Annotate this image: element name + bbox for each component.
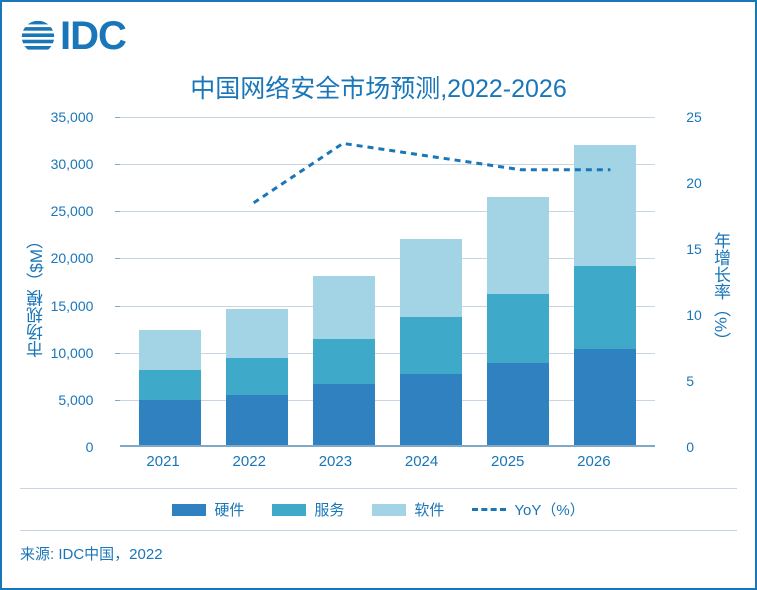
x-tick: 2022 <box>218 453 280 470</box>
legend-yoy: YoY（%） <box>472 499 584 520</box>
x-tick: 2021 <box>132 453 194 470</box>
bar-seg-服务 <box>139 370 201 400</box>
bar-group <box>120 117 655 445</box>
bar-2024 <box>400 239 462 445</box>
bar-seg-服务 <box>226 358 288 395</box>
x-axis: 2021 2022 2023 2024 2025 2026 <box>20 447 737 470</box>
bar-2025 <box>487 197 549 445</box>
bar-seg-服务 <box>400 317 462 375</box>
bar-seg-服务 <box>574 266 636 349</box>
x-tick: 2026 <box>563 453 625 470</box>
idc-logo: IDC <box>20 14 737 59</box>
bar-seg-硬件 <box>139 400 201 445</box>
y-axis-right-label: 年增长率（%） <box>708 232 733 349</box>
idc-logo-icon <box>20 19 56 55</box>
bar-seg-硬件 <box>226 395 288 445</box>
bar-seg-软件 <box>226 309 288 358</box>
idc-logo-text: IDC <box>60 14 126 59</box>
source-text: 来源: IDC中国，2022 <box>20 543 737 564</box>
x-tick: 2023 <box>304 453 366 470</box>
bar-seg-服务 <box>313 339 375 383</box>
legend-software-label: 软件 <box>414 499 444 520</box>
bar-seg-硬件 <box>313 384 375 445</box>
bar-2021 <box>139 330 201 445</box>
bar-2026 <box>574 145 636 445</box>
bar-seg-服务 <box>487 294 549 363</box>
bar-seg-软件 <box>574 145 636 266</box>
chart-area: 35,00030,00025,00020,00015,00010,0005,00… <box>20 117 737 447</box>
bar-seg-软件 <box>487 197 549 294</box>
bar-seg-硬件 <box>487 363 549 445</box>
bar-2023 <box>313 276 375 445</box>
legend-service: 服务 <box>272 499 344 520</box>
legend-hardware: 硬件 <box>172 499 244 520</box>
bar-seg-软件 <box>139 330 201 370</box>
chart-title: 中国网络安全市场预测,2022-2026 <box>20 69 737 105</box>
bar-seg-软件 <box>313 276 375 339</box>
legend-hardware-label: 硬件 <box>214 499 244 520</box>
bar-seg-硬件 <box>574 349 636 445</box>
legend: 硬件 服务 软件 YoY（%） <box>20 488 737 531</box>
bar-seg-软件 <box>400 239 462 316</box>
bar-seg-硬件 <box>400 374 462 445</box>
plot-area <box>120 117 655 447</box>
x-tick: 2024 <box>391 453 453 470</box>
bar-2022 <box>226 309 288 445</box>
y-axis-left-label: 市场规模（$M） <box>24 232 49 358</box>
legend-software: 软件 <box>372 499 444 520</box>
legend-yoy-label: YoY（%） <box>514 499 584 520</box>
x-tick: 2025 <box>477 453 539 470</box>
legend-service-label: 服务 <box>314 499 344 520</box>
